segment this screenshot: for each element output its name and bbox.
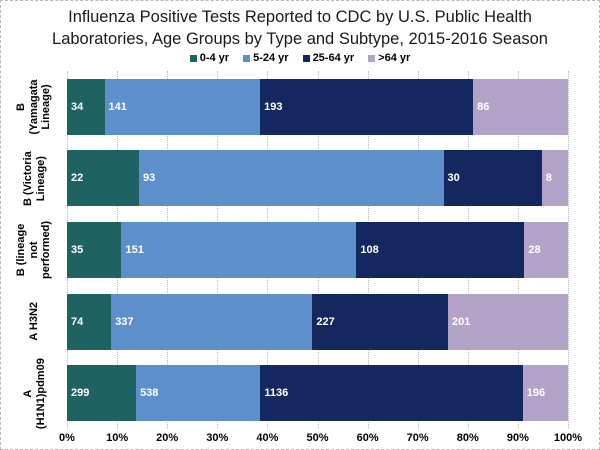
bar-segment: 93 bbox=[139, 150, 444, 207]
legend-swatch bbox=[302, 54, 310, 62]
bar-value-label: 74 bbox=[71, 315, 84, 328]
y-axis: B (Yamagata Lineage) B (Victoria Lineage)… bbox=[5, 71, 63, 429]
stacked-bar: 35 151 108 28 bbox=[67, 221, 568, 278]
chart-title: Influenza Positive Tests Reported to CDC… bbox=[52, 8, 548, 48]
bar-value-label: 151 bbox=[125, 243, 144, 256]
x-axis: 0% 10% 20% 30% 40% 50% 60% 70% 80% 90% 100% bbox=[59, 432, 582, 447]
x-axis-tick: 60% bbox=[356, 432, 379, 444]
gridline bbox=[568, 71, 569, 429]
bar-value-label: 8 bbox=[545, 172, 552, 185]
bar-value-label: 201 bbox=[451, 315, 471, 328]
x-axis-tick: 40% bbox=[256, 432, 279, 444]
y-axis-label: B (Victoria Lineage) bbox=[21, 150, 46, 206]
bar-row: 299 538 1136 196 bbox=[67, 357, 568, 429]
bar-row: 35 151 108 28 bbox=[67, 214, 568, 286]
bar-value-label: 93 bbox=[143, 172, 156, 185]
bar-segment: 1136 bbox=[260, 365, 523, 422]
x-axis-tick: 10% bbox=[106, 432, 129, 444]
legend-item: 0-4 yr bbox=[189, 52, 230, 64]
bar-value-label: 141 bbox=[108, 100, 127, 113]
bar-value-label: 86 bbox=[477, 100, 490, 113]
legend-item: >64 yr bbox=[368, 52, 410, 64]
legend-item: 5-24 yr bbox=[243, 52, 289, 64]
legend-swatch bbox=[368, 54, 376, 62]
bar-segment: 196 bbox=[522, 365, 568, 422]
bar-row: 74 337 227 201 bbox=[67, 286, 568, 358]
y-axis-slot: B (lineage not performed) bbox=[5, 214, 63, 286]
y-axis-label: A H3N2 bbox=[27, 302, 40, 341]
bar-value-label: 196 bbox=[526, 387, 546, 400]
x-axis-tick: 20% bbox=[156, 432, 179, 444]
bar-segment: 201 bbox=[447, 293, 568, 350]
stacked-bar: 74 337 227 201 bbox=[67, 293, 568, 350]
y-axis-label: B (lineage not performed) bbox=[15, 220, 53, 280]
bar-row: 34 141 193 86 bbox=[67, 71, 568, 143]
x-axis-tick: 80% bbox=[456, 432, 479, 444]
bar-segment: 299 bbox=[67, 365, 137, 422]
bar-value-label: 22 bbox=[71, 172, 84, 185]
bar-segment: 74 bbox=[67, 293, 112, 350]
legend-swatch bbox=[243, 54, 251, 62]
bar-segment: 151 bbox=[121, 221, 357, 278]
x-axis-tick: 100% bbox=[553, 432, 583, 444]
stacked-bar: 22 93 30 8 bbox=[67, 150, 568, 207]
bar-value-label: 1136 bbox=[264, 387, 289, 400]
legend-item: 25-64 yr bbox=[302, 52, 355, 64]
bar-value-label: 299 bbox=[71, 387, 90, 400]
plot-area: 34 141 193 86 22 93 30 8 35 151 108 28 74 337 227 201 29… bbox=[67, 71, 569, 429]
bar-value-label: 30 bbox=[447, 172, 460, 185]
y-axis-slot: A H3N2 bbox=[5, 286, 63, 358]
y-axis-slot: B (Yamagata Lineage) bbox=[5, 71, 63, 143]
bar-segment: 86 bbox=[473, 78, 568, 135]
bar-segment: 108 bbox=[356, 221, 525, 278]
bar-value-label: 34 bbox=[71, 100, 84, 113]
bar-segment: 28 bbox=[524, 221, 568, 278]
bar-segment: 22 bbox=[67, 150, 140, 207]
bar-row: 22 93 30 8 bbox=[67, 143, 568, 215]
bar-segment: 8 bbox=[541, 150, 568, 207]
stacked-bar: 34 141 193 86 bbox=[67, 78, 568, 135]
stacked-bar: 299 538 1136 196 bbox=[67, 365, 568, 422]
bar-value-label: 35 bbox=[71, 243, 84, 256]
legend-label: 25-64 yr bbox=[312, 52, 355, 64]
bar-segment: 34 bbox=[67, 78, 105, 135]
legend-label: 0-4 yr bbox=[199, 52, 230, 64]
bar-value-label: 227 bbox=[316, 315, 335, 328]
y-axis-slot: B (Victoria Lineage) bbox=[5, 143, 63, 215]
x-axis-tick: 70% bbox=[406, 432, 429, 444]
bar-segment: 538 bbox=[136, 365, 261, 422]
bar-segment: 35 bbox=[67, 221, 122, 278]
bar-rows: 34 141 193 86 22 93 30 8 35 151 108 28 74 337 227 201 29… bbox=[67, 71, 568, 429]
bar-value-label: 193 bbox=[264, 100, 283, 113]
y-axis-slot: A (H1N1)pdm09 bbox=[5, 357, 63, 429]
legend-label: >64 yr bbox=[378, 52, 411, 64]
legend: 0-4 yr 5-24 yr 25-64 yr >64 yr bbox=[1, 52, 599, 64]
x-axis-tick: 30% bbox=[206, 432, 229, 444]
bar-value-label: 28 bbox=[528, 243, 541, 256]
y-axis-label: A (H1N1)pdm09 bbox=[21, 357, 46, 429]
bar-value-label: 538 bbox=[140, 387, 159, 400]
bar-segment: 30 bbox=[443, 150, 542, 207]
bar-segment: 337 bbox=[111, 293, 313, 350]
x-axis-tick: 50% bbox=[306, 432, 329, 444]
legend-swatch bbox=[189, 54, 197, 62]
y-axis-label: B (Yamagata Lineage) bbox=[15, 79, 53, 135]
x-axis-tick: 90% bbox=[506, 432, 529, 444]
bar-value-label: 337 bbox=[115, 315, 134, 328]
bar-value-label: 108 bbox=[360, 243, 379, 256]
bar-segment: 227 bbox=[312, 293, 448, 350]
bar-segment: 193 bbox=[260, 78, 474, 135]
x-axis-tick: 0% bbox=[59, 432, 75, 444]
bar-segment: 141 bbox=[104, 78, 261, 135]
legend-label: 5-24 yr bbox=[253, 52, 289, 64]
